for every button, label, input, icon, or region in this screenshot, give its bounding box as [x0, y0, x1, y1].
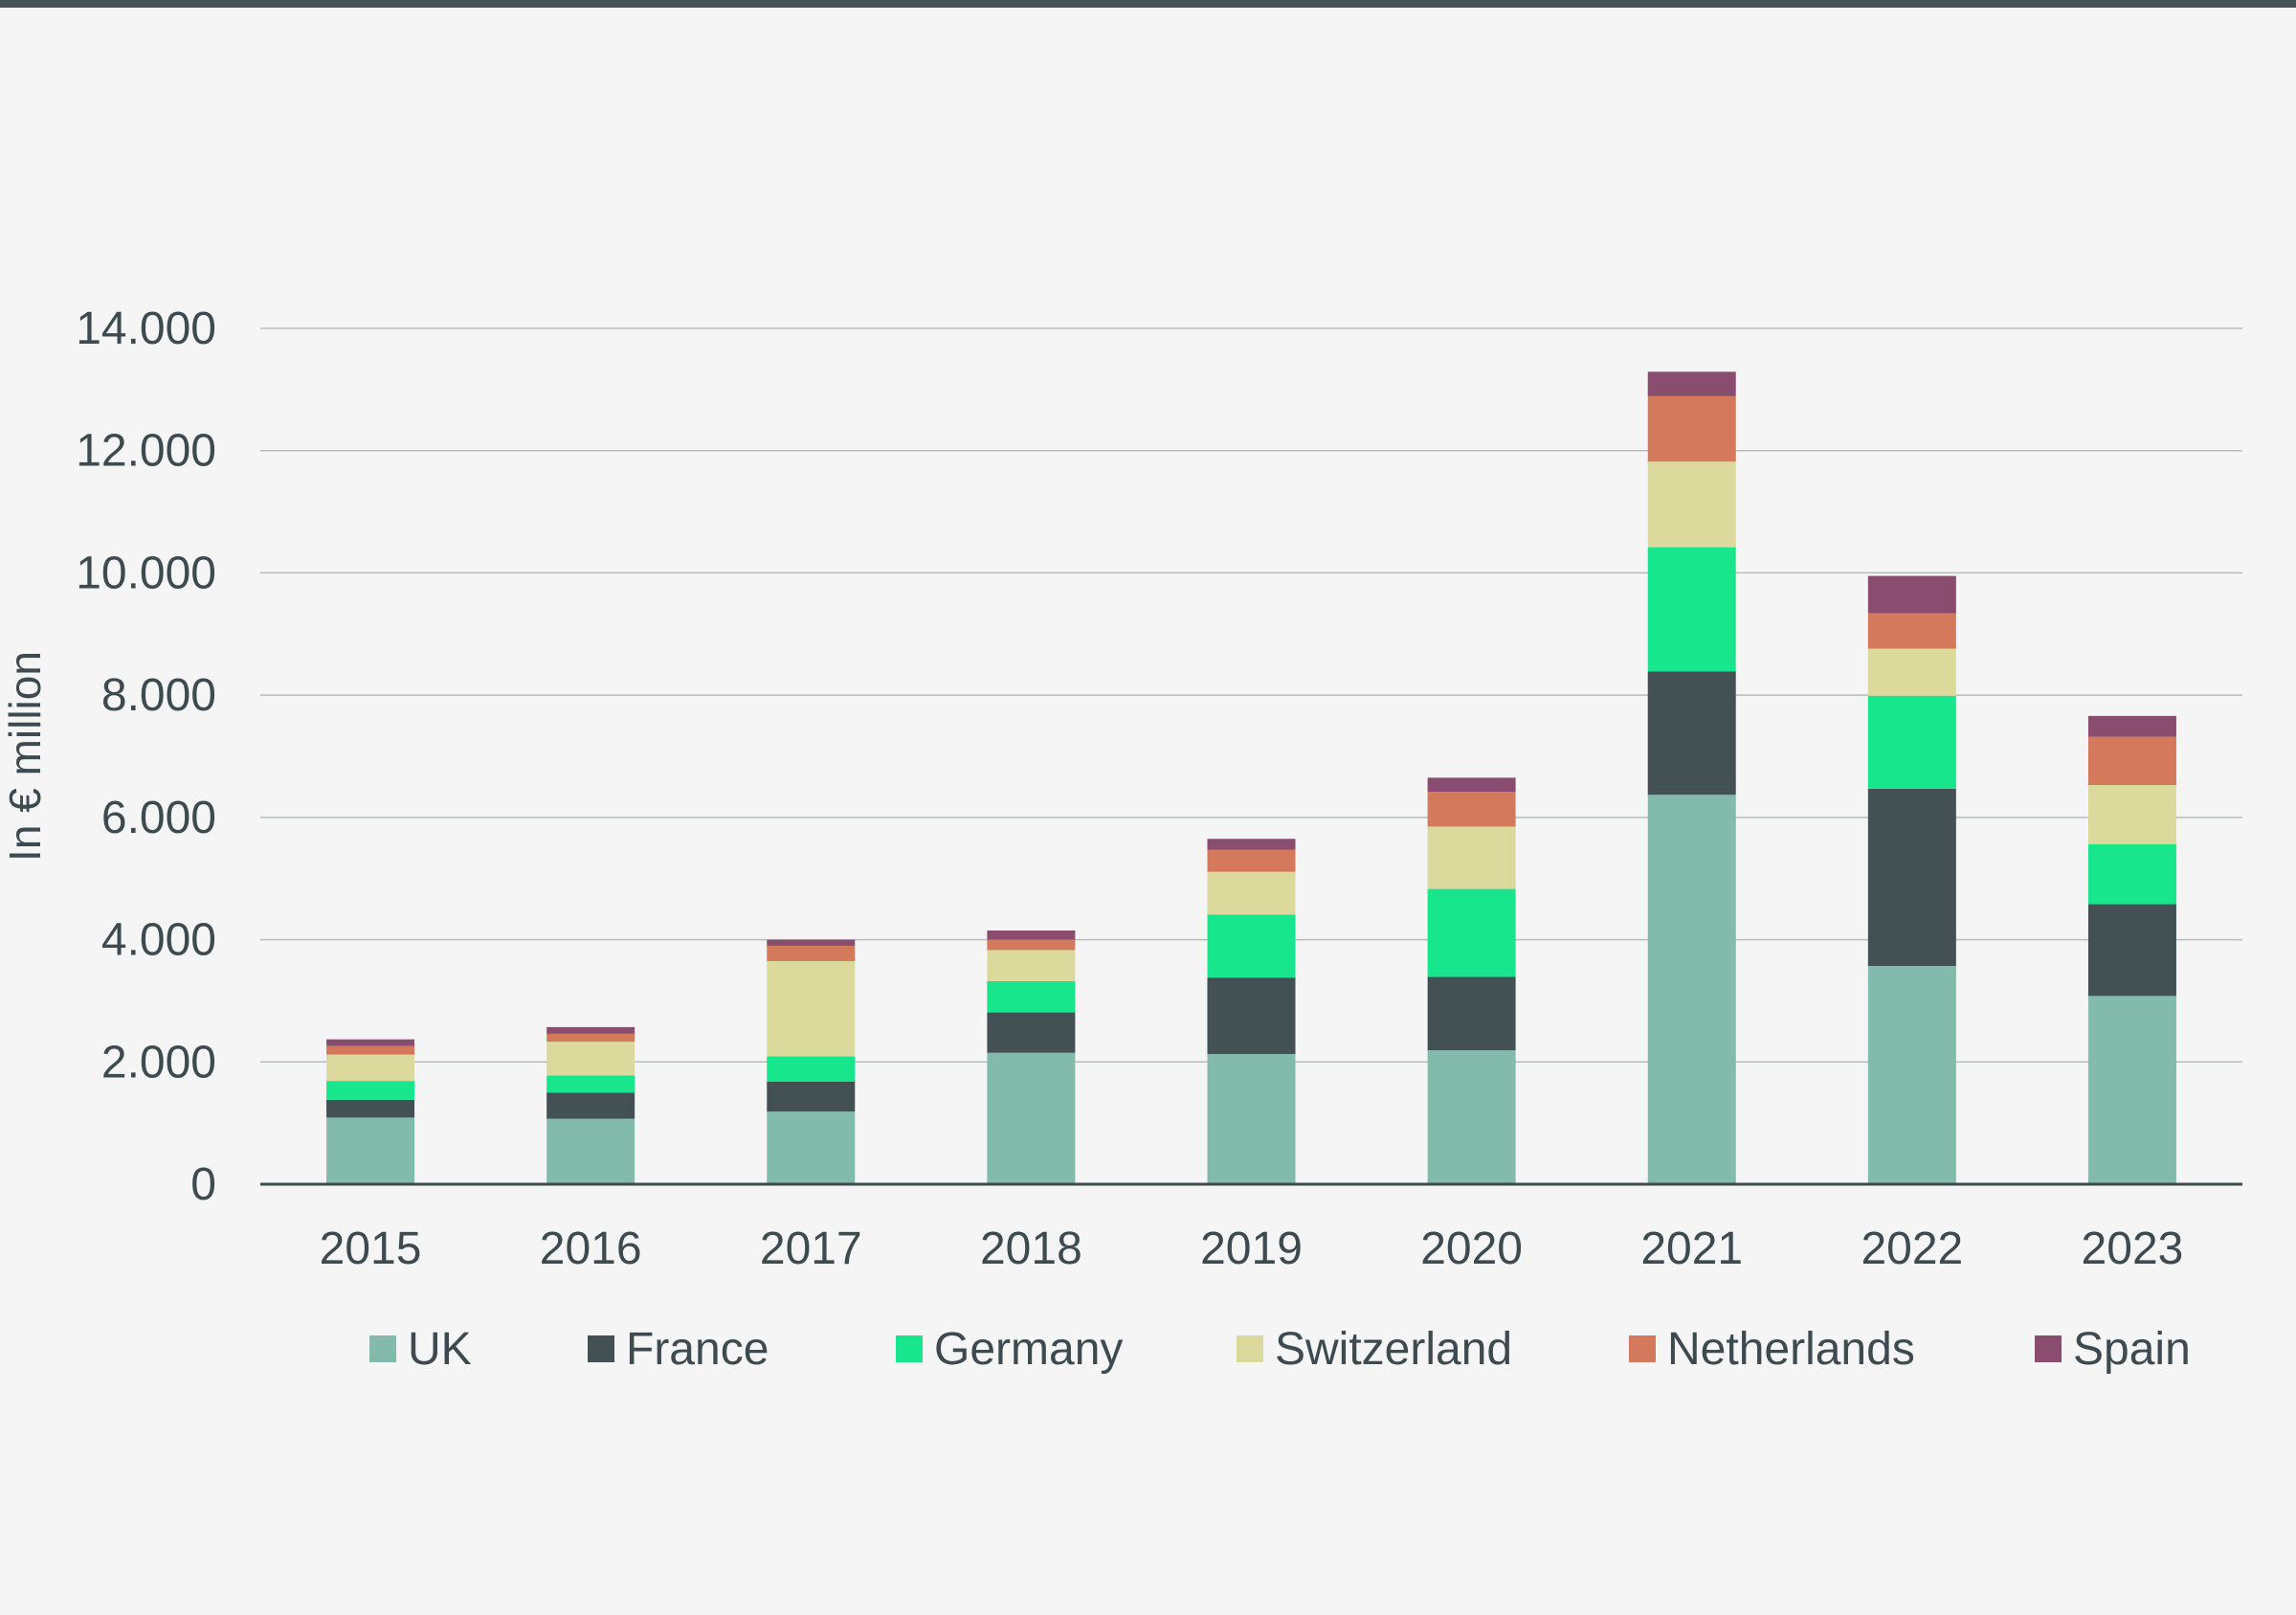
bar-segment-spain-2022: [1867, 575, 1956, 614]
bar-segment-netherlands-2019: [1207, 849, 1296, 872]
bar-segment-netherlands-2022: [1867, 613, 1956, 649]
bar-segment-france-2017: [767, 1081, 856, 1112]
y-tick-label: 6.000: [101, 793, 216, 843]
bars: [326, 371, 2176, 1184]
y-tick-label: 4.000: [101, 915, 216, 966]
y-tick-label: 14.000: [76, 303, 216, 354]
bar-segment-switzerland-2022: [1867, 648, 1956, 696]
bar-segment-netherlands-2020: [1427, 792, 1516, 827]
bar-segment-uk-2021: [1647, 795, 1736, 1184]
x-tick-label: 2021: [1640, 1223, 1743, 1274]
bar-segment-germany-2021: [1647, 547, 1736, 672]
bar-segment-switzerland-2015: [326, 1054, 415, 1082]
bar-segment-uk-2017: [767, 1111, 856, 1184]
bar-segment-spain-2017: [767, 939, 856, 946]
bar-segment-uk-2023: [2087, 996, 2176, 1184]
legend-item-france: France: [588, 1324, 769, 1375]
bar-segment-germany-2019: [1207, 914, 1296, 978]
legend-label: Germany: [934, 1324, 1123, 1375]
legend-item-netherlands: Netherlands: [1629, 1324, 1915, 1375]
bar-segment-netherlands-2023: [2087, 736, 2176, 786]
bar-segment-france-2018: [987, 1012, 1076, 1053]
bar-segment-netherlands-2017: [767, 945, 856, 961]
bar-segment-germany-2020: [1427, 888, 1516, 977]
bar-segment-germany-2018: [987, 980, 1076, 1013]
legend-swatch: [2035, 1335, 2062, 1362]
legend-swatch: [1237, 1335, 1263, 1362]
bar-segment-spain-2020: [1427, 777, 1516, 793]
bar-segment-netherlands-2015: [326, 1045, 415, 1055]
bar-segment-switzerland-2019: [1207, 871, 1296, 915]
bar-segment-spain-2019: [1207, 839, 1296, 850]
bar-segment-spain-2023: [2087, 715, 2176, 737]
bar-segment-france-2021: [1647, 671, 1736, 796]
bar-segment-germany-2023: [2087, 843, 2176, 905]
bar-segment-switzerland-2017: [767, 960, 856, 1057]
bar-segment-germany-2022: [1867, 695, 1956, 789]
bar-segment-netherlands-2021: [1647, 395, 1736, 462]
legend-label: France: [626, 1324, 769, 1375]
x-tick-label: 2017: [760, 1223, 862, 1274]
legend-label: Switzerland: [1275, 1324, 1512, 1375]
x-tick-label: 2019: [1200, 1223, 1303, 1274]
bar-segment-france-2016: [546, 1092, 635, 1119]
y-tick-label: 12.000: [76, 426, 216, 477]
bar-segment-germany-2015: [326, 1081, 415, 1100]
legend-swatch: [896, 1335, 923, 1362]
bar-segment-netherlands-2016: [546, 1033, 635, 1043]
legend-label: Netherlands: [1667, 1324, 1915, 1375]
y-axis-title: In € million: [0, 651, 50, 862]
bar-segment-switzerland-2021: [1647, 461, 1736, 548]
legend-label: UK: [408, 1324, 472, 1375]
bar-segment-switzerland-2023: [2087, 785, 2176, 844]
x-tick-label: 2022: [1861, 1223, 1963, 1274]
y-axis-ticks: 0 2.000 4.000 6.000 8.000 10.000 12.000 14.000: [76, 303, 216, 1210]
x-axis-ticks: 2015 2016 2017 2018 2019 2020 2021 2022 2023: [320, 1223, 2184, 1274]
legend-item-spain: Spain: [2035, 1324, 2191, 1375]
bar-segment-spain-2016: [546, 1026, 635, 1034]
legend-swatch: [588, 1335, 614, 1362]
y-tick-label: 8.000: [101, 670, 216, 721]
bar-segment-uk-2015: [326, 1117, 415, 1184]
x-tick-label: 2020: [1420, 1223, 1523, 1274]
y-tick-label: 10.000: [76, 548, 216, 598]
x-tick-label: 2016: [540, 1223, 642, 1274]
bar-segment-uk-2022: [1867, 966, 1956, 1184]
y-tick-label: 2.000: [101, 1037, 216, 1088]
bar-segment-uk-2018: [987, 1052, 1076, 1184]
legend-swatch: [1629, 1335, 1656, 1362]
bar-segment-switzerland-2020: [1427, 826, 1516, 889]
legend-swatch: [369, 1335, 396, 1362]
bar-segment-germany-2017: [767, 1056, 856, 1082]
legend-item-uk: UK: [369, 1324, 472, 1375]
bar-segment-netherlands-2018: [987, 939, 1076, 951]
bar-segment-uk-2019: [1207, 1053, 1296, 1184]
bar-segment-uk-2016: [546, 1118, 635, 1184]
bar-segment-spain-2018: [987, 930, 1076, 940]
x-tick-label: 2015: [320, 1223, 422, 1274]
x-tick-label: 2023: [2082, 1223, 2184, 1274]
legend-item-switzerland: Switzerland: [1237, 1324, 1512, 1375]
bar-segment-france-2023: [2087, 904, 2176, 997]
bar-segment-france-2019: [1207, 977, 1296, 1054]
top-border-bar: [0, 0, 2296, 8]
bar-segment-france-2022: [1867, 788, 1956, 967]
legend: UK France Germany Switzerland Netherlands Spa…: [369, 1324, 2191, 1375]
x-tick-label: 2018: [980, 1223, 1082, 1274]
bar-segment-switzerland-2018: [987, 950, 1076, 981]
legend-item-germany: Germany: [896, 1324, 1123, 1375]
y-tick-label: 0: [190, 1159, 216, 1210]
bar-segment-spain-2021: [1647, 371, 1736, 396]
bar-segment-germany-2016: [546, 1075, 635, 1093]
bar-segment-switzerland-2016: [546, 1042, 635, 1076]
bar-segment-spain-2015: [326, 1039, 415, 1046]
legend-label: Spain: [2073, 1324, 2191, 1375]
bar-segment-france-2020: [1427, 976, 1516, 1051]
bar-segment-france-2015: [326, 1099, 415, 1118]
bar-segment-uk-2020: [1427, 1050, 1516, 1184]
